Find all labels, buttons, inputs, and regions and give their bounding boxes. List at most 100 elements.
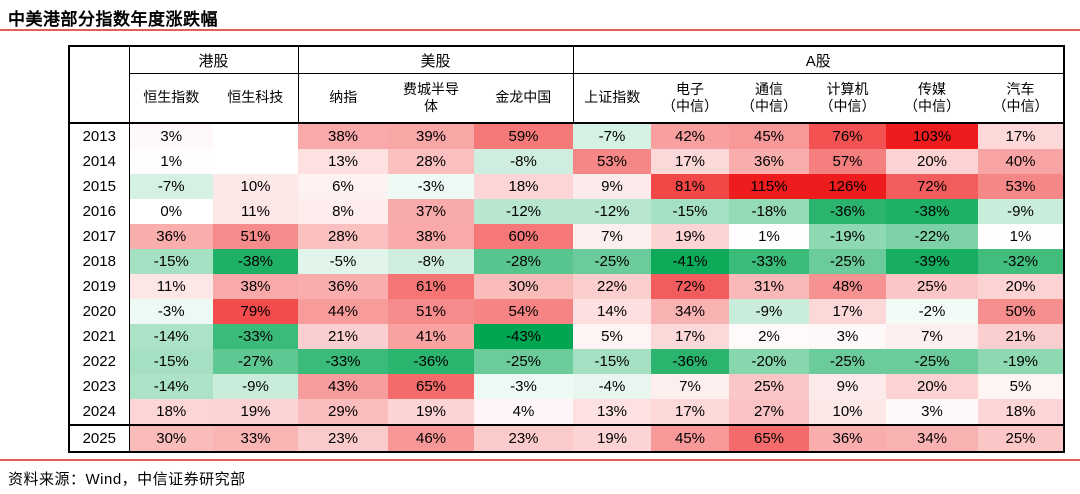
value-cell: 36% [809,425,886,452]
value-cell: 19% [388,399,474,425]
value-cell: 36% [129,224,213,249]
year-cell: 2025 [69,425,130,452]
value-cell: -33% [298,349,388,374]
value-cell: 1% [129,149,213,174]
column-header: 恒生科技 [227,89,284,106]
value-cell: -32% [978,249,1064,274]
value-cell: -14% [129,374,213,399]
value-cell: 22% [573,274,651,299]
value-cell: -36% [388,349,474,374]
value-cell: 43% [298,374,388,399]
year-cell: 2013 [69,123,130,149]
value-cell: 81% [651,174,729,199]
value-cell: 5% [978,374,1064,399]
table-row: 2015 -7% 10% 6% -3% 18% 9% 81% 115% 126% 72% 53% [69,174,1064,199]
value-cell: 59% [474,123,573,149]
value-cell [213,123,298,149]
value-cell: -12% [573,199,651,224]
value-cell: -25% [474,349,573,374]
value-cell: 37% [388,199,474,224]
value-cell: 76% [809,123,886,149]
value-cell: 28% [298,224,388,249]
value-cell: -39% [886,249,978,274]
value-cell: 39% [388,123,474,149]
table-row: 2023 -14% -9% 43% 65% -3% -4% 7% 25% 9% 20% 5% [69,374,1064,399]
value-cell: 65% [729,425,809,452]
table-row: 2017 36% 51% 28% 38% 60% 7% 19% 1% -19% -22% 1% [69,224,1064,249]
value-cell: 9% [809,374,886,399]
value-cell: -25% [809,249,886,274]
year-cell: 2016 [69,199,130,224]
value-cell: -8% [388,249,474,274]
value-cell: -7% [573,123,651,149]
year-cell: 2021 [69,324,130,349]
value-cell: 10% [213,174,298,199]
value-cell: 34% [651,299,729,324]
year-cell: 2020 [69,299,130,324]
value-cell: 51% [213,224,298,249]
table-row: 2024 18% 19% 29% 19% 4% 13% 17% 27% 10% 3% 18% [69,399,1064,425]
value-cell: 25% [978,425,1064,452]
year-cell: 2015 [69,174,130,199]
value-cell: 65% [388,374,474,399]
value-cell: 18% [978,399,1064,425]
value-cell: 21% [298,324,388,349]
value-cell: 13% [298,149,388,174]
value-cell: -15% [651,199,729,224]
value-cell: 54% [474,299,573,324]
value-cell: 14% [573,299,651,324]
value-cell: 7% [886,324,978,349]
value-cell: -15% [129,249,213,274]
column-header: 上证指数 [572,73,651,123]
column-header: 传媒 （中信） [904,80,960,115]
value-cell: 11% [213,199,298,224]
value-cell: -9% [213,374,298,399]
value-cell: -4% [573,374,651,399]
year-cell: 2019 [69,274,130,299]
value-cell: 4% [474,399,573,425]
value-cell: 38% [388,224,474,249]
value-cell: -36% [809,199,886,224]
value-cell: -27% [213,349,298,374]
value-cell: 17% [978,123,1064,149]
value-cell: 45% [651,425,729,452]
value-cell: -9% [729,299,809,324]
value-cell: 31% [729,274,809,299]
source-note: 资料来源：Wind，中信证券研究部 [8,471,246,488]
value-cell: 17% [809,299,886,324]
value-cell: 23% [298,425,388,452]
value-cell: -9% [978,199,1064,224]
value-cell: 9% [573,174,651,199]
footer-rule [0,459,1080,461]
returns-table: 港股 美股 A股 恒生指数 恒生科技 纳指 费城半导 体 金龙中国 上证指数 电子 （中信） 通信 … [68,45,1065,453]
value-cell: 30% [129,425,213,452]
value-cell: -15% [573,349,651,374]
value-cell: -28% [474,249,573,274]
column-header: 汽车 （中信） [992,80,1049,115]
value-cell: 30% [474,274,573,299]
page-title: 中美港部分指数年度涨跌幅 [8,10,218,29]
column-group-header: 港股 [129,46,298,74]
value-cell: -8% [474,149,573,174]
year-cell: 2024 [69,399,130,425]
value-cell: 17% [651,324,729,349]
value-cell: 8% [298,199,388,224]
value-cell: 45% [729,123,809,149]
value-cell: -22% [886,224,978,249]
year-column-header [69,46,130,123]
value-cell: 61% [388,274,474,299]
value-cell: 10% [809,399,886,425]
value-cell: -19% [809,224,886,249]
value-cell: -12% [474,199,573,224]
value-cell: -33% [213,324,298,349]
table-row: 2020 -3% 79% 44% 51% 54% 14% 34% -9% 17% -2% 50% [69,299,1064,324]
value-cell: 51% [388,299,474,324]
table-row: 2013 3% 38% 39% 59% -7% 42% 45% 76% 103% 17% [69,123,1064,149]
value-cell: -43% [474,324,573,349]
column-header: 恒生指数 [143,89,200,106]
value-cell: 6% [298,174,388,199]
year-cell: 2023 [69,374,130,399]
table-row: 2016 0% 11% 8% 37% -12% -12% -15% -18% -36% -38% -9… [69,199,1064,224]
value-cell: 60% [474,224,573,249]
value-cell: 18% [474,174,573,199]
